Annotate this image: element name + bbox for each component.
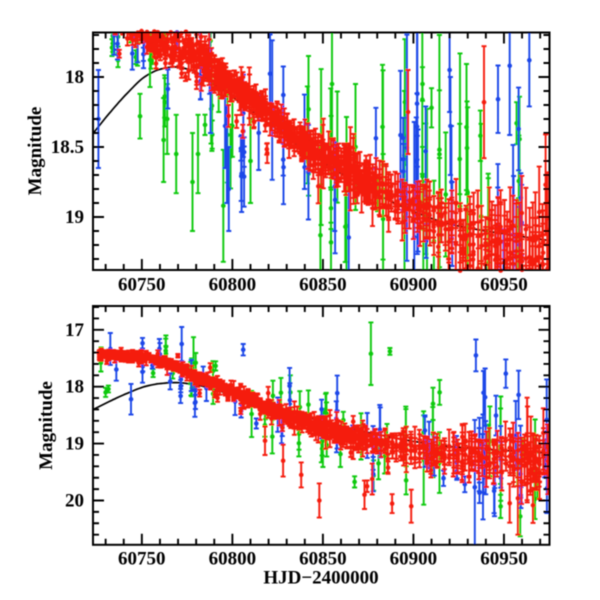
svg-text:17: 17 (65, 320, 85, 341)
svg-text:60950: 60950 (480, 275, 528, 296)
svg-text:60950: 60950 (480, 549, 528, 570)
svg-text:19: 19 (65, 207, 84, 228)
svg-text:60800: 60800 (209, 275, 257, 296)
svg-text:Magnitude: Magnitude (25, 107, 46, 196)
svg-text:60850: 60850 (299, 275, 347, 296)
svg-text:18: 18 (65, 67, 84, 88)
svg-text:60750: 60750 (118, 549, 166, 570)
svg-text:18: 18 (65, 377, 84, 398)
svg-text:60900: 60900 (390, 549, 438, 570)
svg-text:Magnitude: Magnitude (36, 381, 57, 470)
svg-text:HJD−2400000: HJD−2400000 (263, 568, 378, 589)
svg-text:18.5: 18.5 (51, 137, 84, 158)
svg-text:60900: 60900 (390, 275, 438, 296)
svg-text:60800: 60800 (209, 549, 257, 570)
svg-text:19: 19 (65, 434, 84, 455)
svg-text:60750: 60750 (118, 275, 166, 296)
svg-text:60850: 60850 (299, 549, 347, 570)
svg-text:20: 20 (65, 491, 84, 512)
